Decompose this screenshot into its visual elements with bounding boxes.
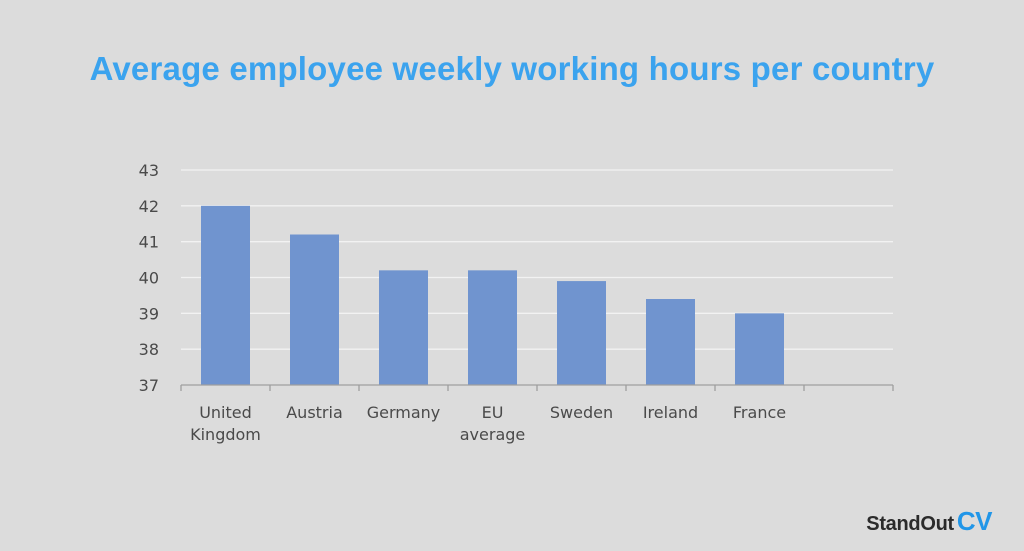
y-tick-label: 42 [139, 197, 159, 216]
x-category-label: Austria [286, 403, 343, 422]
x-category-label: Germany [367, 403, 441, 422]
x-category-label: Ireland [643, 403, 698, 422]
x-category-label: EU average [460, 403, 526, 444]
logo-accent: CV [956, 506, 993, 536]
bar [468, 270, 517, 385]
y-tick-label: 41 [139, 233, 159, 252]
y-tick-label: 39 [139, 304, 159, 323]
y-tick-label: 37 [139, 376, 159, 395]
bar [379, 270, 428, 385]
x-category-label: Sweden [550, 403, 613, 422]
x-category-label: France [733, 403, 786, 422]
y-tick-label: 43 [139, 161, 159, 180]
logo-text: StandOut [866, 513, 954, 535]
bar [646, 299, 695, 385]
x-category-label: United Kingdom [190, 403, 261, 444]
bar [201, 205, 250, 385]
bar [557, 281, 606, 385]
y-tick-label: 40 [139, 269, 159, 288]
y-tick-label: 38 [139, 340, 159, 359]
chart-title: Average employee weekly working hours pe… [89, 50, 935, 87]
bar [735, 313, 784, 385]
standout-cv-logo: StandOut CV [866, 506, 992, 537]
bar [290, 234, 339, 385]
